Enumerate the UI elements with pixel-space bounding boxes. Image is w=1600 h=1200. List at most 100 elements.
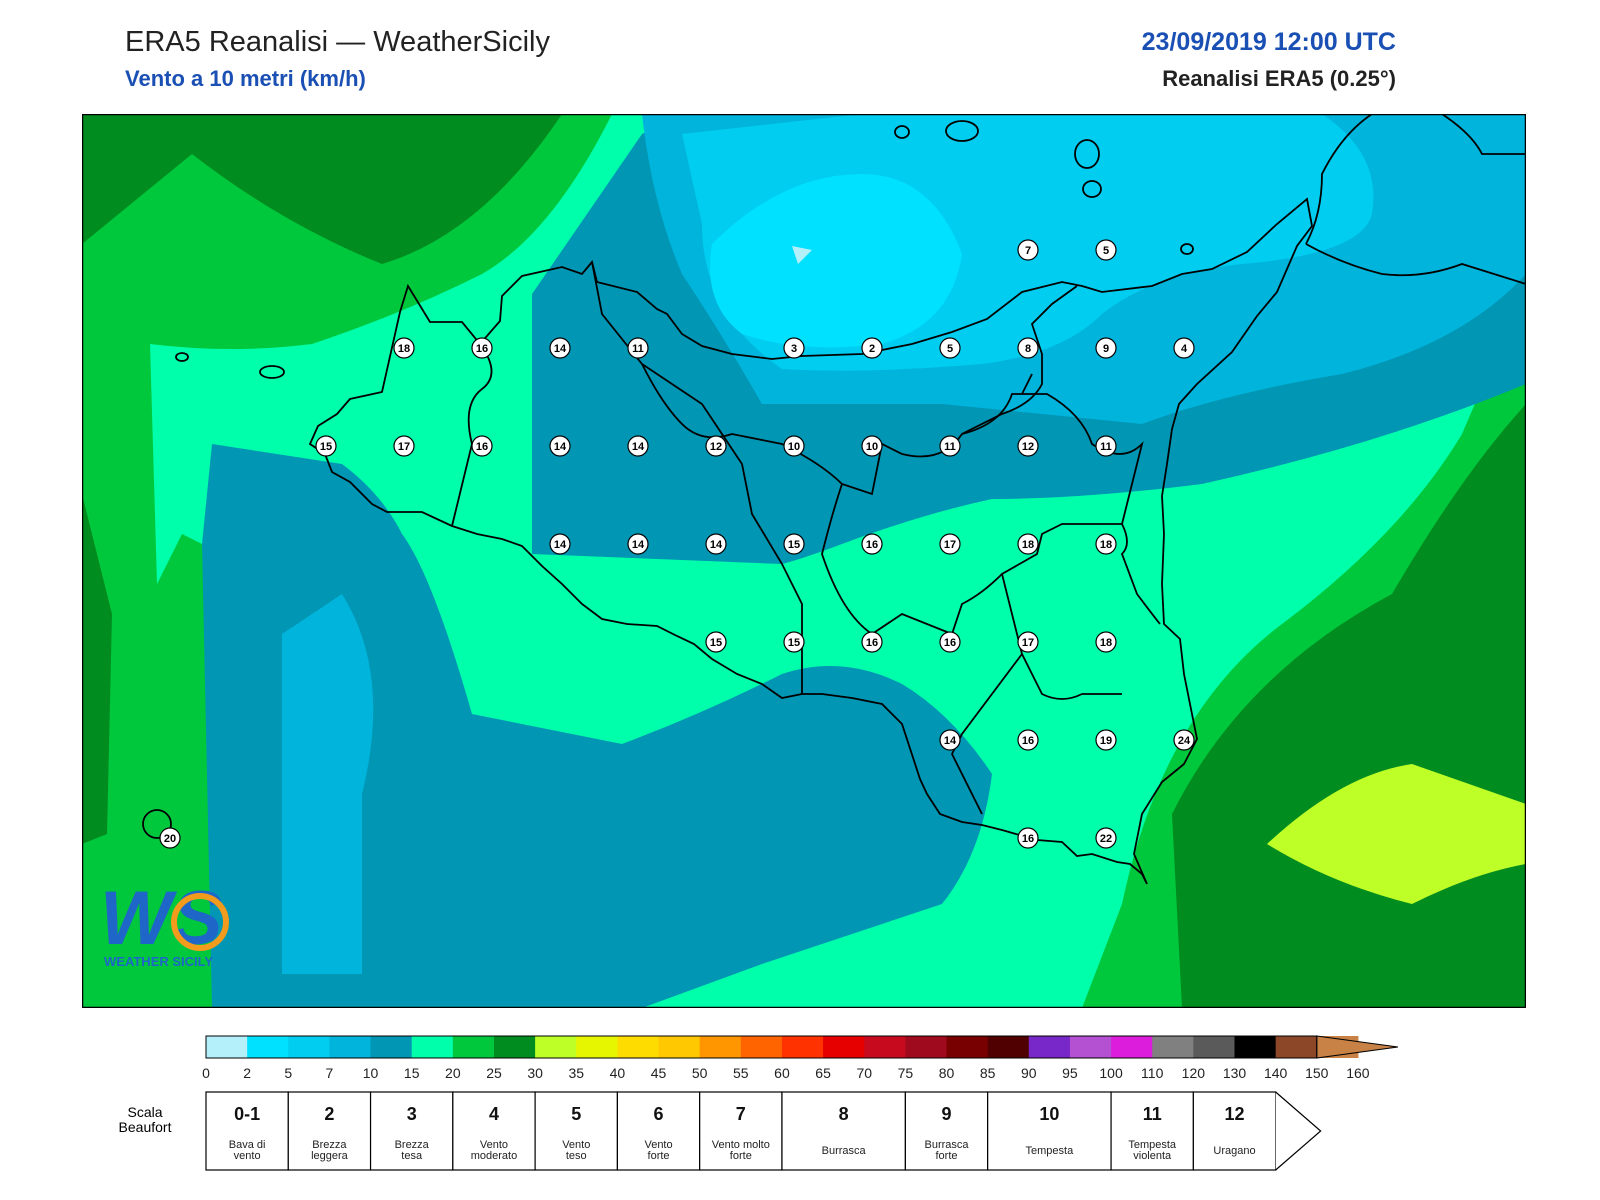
station-value: 15 [710, 637, 722, 649]
beaufort-label: Bava di vento [229, 1139, 266, 1162]
beaufort-scale: 0-1 Bava di vento 2 Brezza leggera 3 Brezza tesa… [205, 1091, 1322, 1171]
station-value: 17 [1022, 637, 1034, 649]
station-value: 11 [632, 343, 644, 355]
colorbar-tick-label: 95 [1062, 1065, 1078, 1081]
beaufort-number: 7 [736, 1104, 746, 1124]
colorbar-swatch [288, 1036, 330, 1058]
station-marker-circle [549, 337, 571, 359]
station-value: 16 [866, 637, 878, 649]
colorbar-tick-label: 20 [445, 1065, 461, 1081]
colorbar-tick-label: 7 [326, 1065, 334, 1081]
beaufort-label: Burrasca [822, 1145, 867, 1157]
station-marker: 12 [1017, 435, 1039, 457]
station-marker: 16 [1017, 729, 1039, 751]
station-marker: 3 [783, 337, 805, 359]
colorbar-swatch [576, 1036, 618, 1058]
colorbar-tick-label: 30 [527, 1065, 543, 1081]
station-value: 10 [788, 441, 800, 453]
station-value: 18 [398, 343, 410, 355]
station-value: 2 [869, 343, 875, 355]
beaufort-label: Tempesta [1026, 1145, 1075, 1157]
colorbar-tick-label: 110 [1141, 1065, 1164, 1081]
station-marker: 11 [1095, 435, 1117, 457]
beaufort-number: 10 [1039, 1104, 1059, 1124]
colorbar-swatch [452, 1036, 495, 1058]
legend: 0 2 5 7 10 15 20 25 30 35 40 45 50 55 60 65 70 75 80 85 90 95… [119, 1035, 1398, 1171]
station-marker: 14 [627, 533, 649, 555]
coastlines [142, 114, 1526, 885]
colorbar-tick-label: 40 [610, 1065, 626, 1081]
station-marker-circle [1095, 337, 1117, 359]
colorbar-swatch [1275, 1036, 1318, 1058]
colorbar-tick-label: 160 [1346, 1065, 1370, 1081]
beaufort-class: 11 Tempesta violenta [1110, 1091, 1194, 1171]
station-marker: 14 [549, 337, 571, 359]
station-value: 22 [1100, 833, 1112, 845]
colorbar-tick-label: 45 [651, 1065, 667, 1081]
station-marker: 17 [1017, 631, 1039, 653]
station-value: 15 [788, 539, 800, 551]
station-value: 12 [710, 441, 722, 453]
colorbar-tick-label: 35 [568, 1065, 584, 1081]
colorbar-tick-label: 120 [1182, 1065, 1206, 1081]
station-marker: 14 [939, 729, 961, 751]
colorbar-swatch [740, 1036, 783, 1058]
colorbar [205, 1035, 1398, 1059]
colorbar-tick-label: 140 [1264, 1065, 1288, 1081]
station-marker: 5 [939, 337, 961, 359]
station-marker: 16 [939, 631, 961, 653]
colorbar-swatch [1111, 1036, 1153, 1058]
station-marker: 15 [705, 631, 727, 653]
station-marker-circle [1095, 827, 1117, 849]
station-value: 14 [710, 539, 723, 551]
colorbar-swatch [1234, 1036, 1277, 1058]
station-marker-circle [1095, 729, 1117, 751]
beaufort-number: 8 [839, 1104, 849, 1124]
station-marker: 12 [705, 435, 727, 457]
beaufort-title: Scala Beaufort [119, 1104, 172, 1135]
station-marker-circle [549, 533, 571, 555]
station-marker-circle [627, 337, 649, 359]
station-marker: 16 [471, 435, 493, 457]
station-marker-circle [861, 631, 883, 653]
colorbar-swatch [493, 1036, 536, 1058]
station-marker-circle [1173, 337, 1195, 359]
beaufort-number: 9 [942, 1104, 952, 1124]
logo-sun-icon [171, 893, 229, 951]
station-marker: 15 [783, 533, 805, 555]
beaufort-label: Vento teso [562, 1139, 590, 1162]
colorbar-swatch [905, 1036, 948, 1058]
station-marker-circle [939, 631, 961, 653]
beaufort-class: 2 Brezza leggera [287, 1091, 372, 1171]
beaufort-class: 5 Vento teso [534, 1091, 618, 1171]
station-value: 9 [1103, 343, 1109, 355]
station-value: 10 [866, 441, 878, 453]
beaufort-class: 12 Uragano [1192, 1091, 1277, 1171]
station-marker-circle [1017, 827, 1039, 849]
station-marker: 17 [393, 435, 415, 457]
station-marker-circle [1095, 533, 1117, 555]
colorbar-swatch [247, 1036, 289, 1058]
station-marker: 14 [627, 435, 649, 457]
station-value: 16 [1022, 833, 1034, 845]
reanalysis-label: Reanalisi ERA5 (0.25°) [1162, 66, 1396, 91]
station-marker: 16 [861, 533, 883, 555]
beaufort-number: 11 [1143, 1104, 1162, 1124]
station-marker-circle [549, 435, 571, 457]
beaufort-label: Tempesta violenta [1128, 1139, 1177, 1162]
station-marker: 24 [1173, 729, 1195, 751]
station-value: 24 [1178, 735, 1191, 747]
station-marker-circle [1095, 239, 1117, 261]
colorbar-tick-label: 100 [1099, 1065, 1123, 1081]
beaufort-number: 0-1 [234, 1104, 260, 1124]
station-value: 16 [866, 539, 878, 551]
station-value: 14 [632, 441, 645, 453]
station-marker: 16 [861, 631, 883, 653]
station-marker-circle [939, 337, 961, 359]
station-value: 5 [1103, 245, 1109, 257]
beaufort-number: 3 [407, 1104, 417, 1124]
colorbar-tick-label: 60 [774, 1065, 790, 1081]
beaufort-class: 7 Vento molto forte [699, 1091, 783, 1171]
beaufort-label: Uragano [1213, 1145, 1255, 1157]
station-marker: 14 [549, 435, 571, 457]
